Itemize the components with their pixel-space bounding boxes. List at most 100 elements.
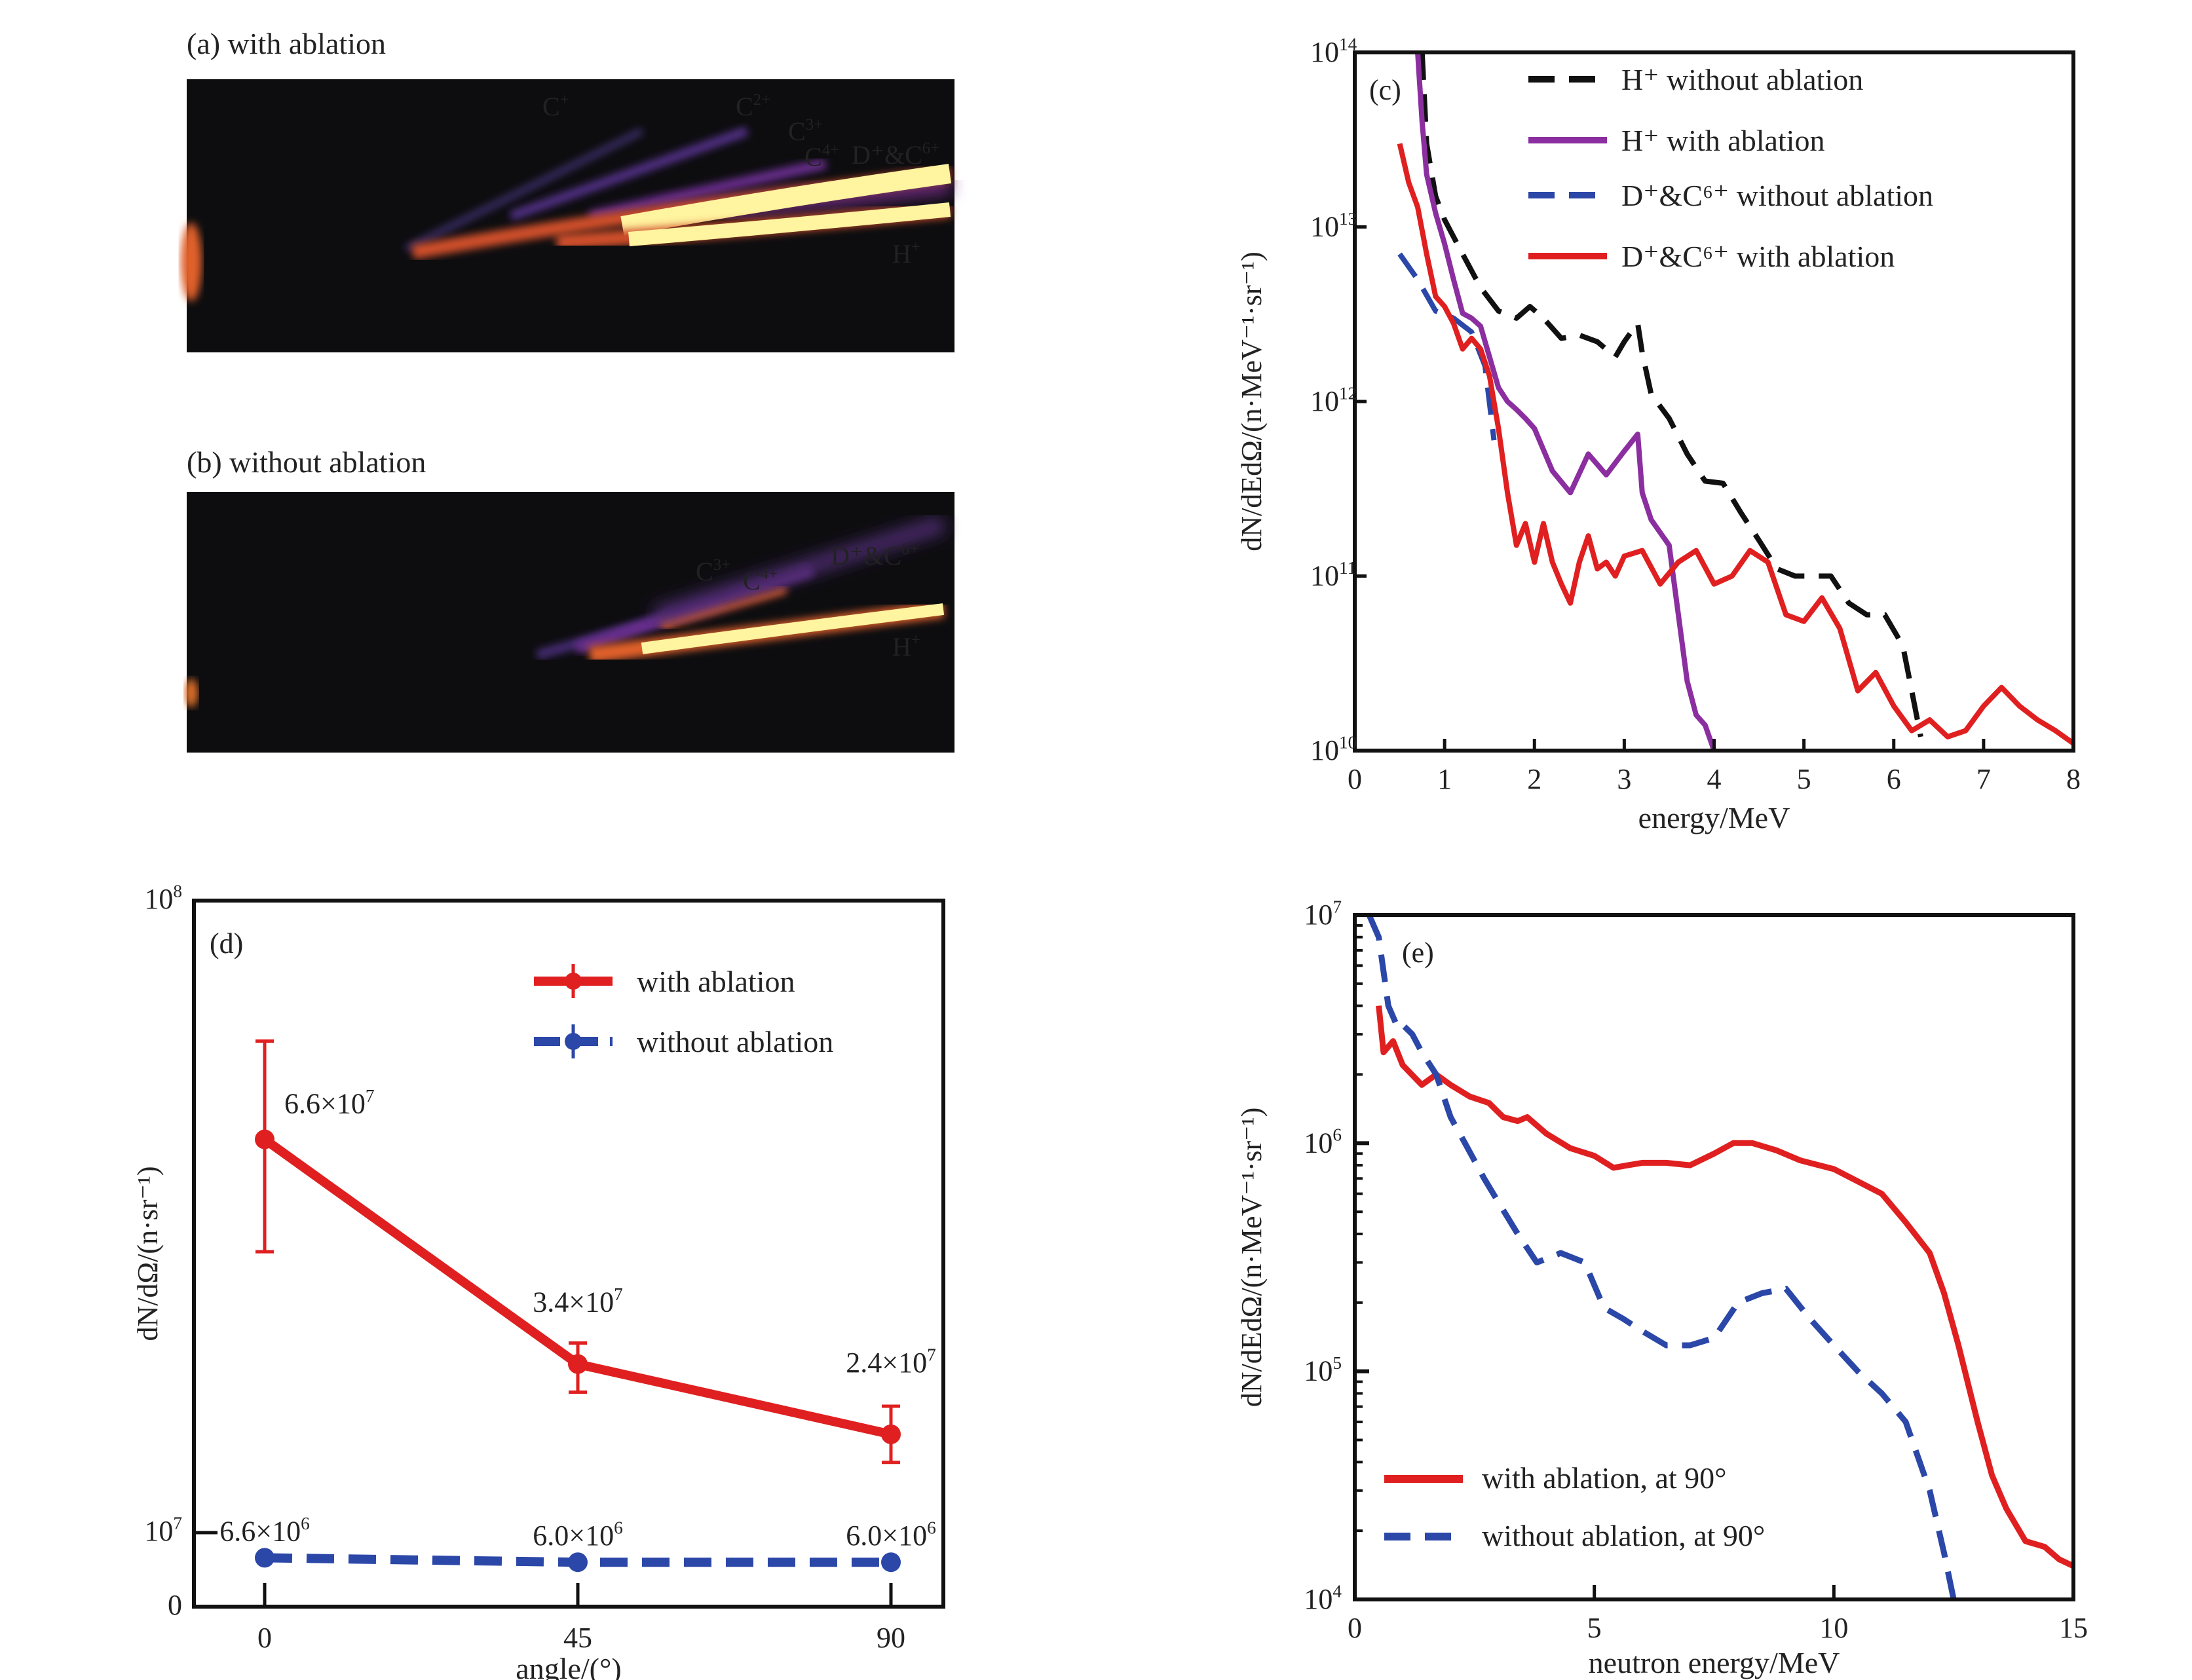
series-line (1376, 1005, 2073, 1569)
data-point (881, 1424, 901, 1444)
trace-c2 (509, 126, 749, 221)
y-tick-label: 108 (144, 881, 182, 915)
x-tick-label: 2 (1527, 763, 1541, 795)
x-tick-label: 7 (1976, 763, 1991, 795)
y-tick-label: 104 (1304, 1581, 1342, 1615)
y-tick-label: 106 (1304, 1125, 1342, 1159)
plot-frame (192, 899, 945, 1609)
annotation-label: H+ (892, 631, 920, 662)
y-tick-label: 1013 (1310, 209, 1357, 243)
chart-e: 0 5 10 15 104 105 106 107 neutron energy/MeV dN/d… (1236, 897, 2088, 1679)
x-tick-label: 45 (563, 1622, 592, 1654)
x-tick-label: 0 (1348, 763, 1362, 795)
legend-label: without ablation, at 90° (1482, 1519, 1765, 1552)
data-label: 2.4×107 (846, 1345, 935, 1379)
chart-c: 0 1 2 3 4 5 6 7 8 1010 1011 1012 1013 1014 energy/MeV d… (1236, 34, 2081, 834)
y-tick-label: 1011 (1310, 558, 1356, 592)
series-without-ablation: 6.6×106 6.0×106 6.0×106 (219, 1514, 936, 1573)
panel-label: (c) (1369, 74, 1401, 106)
legend-label: D⁺&C⁶⁺ without ablation (1621, 179, 1933, 212)
data-label: 6.0×106 (846, 1518, 935, 1552)
data-point (568, 1354, 588, 1374)
data-point (568, 1552, 588, 1573)
trace-h (641, 603, 945, 654)
y-tick-label: 0 (168, 1589, 182, 1621)
data-label: 6.0×106 (533, 1518, 622, 1552)
y-tick-label: 107 (144, 1513, 182, 1547)
y-axis-label: dN/dΩ/(n·sr⁻¹) (132, 1166, 164, 1341)
panel-a-annotations: C+ C2+ C3+C4+ D⁺&C6+ H+ (542, 91, 939, 269)
annotation-label: C4+ (743, 565, 778, 595)
y-axis-label: dN/dEdΩ/(n·MeV⁻¹·sr⁻¹) (1236, 1108, 1268, 1407)
data-label: 6.6×106 (219, 1514, 309, 1548)
annotation-label: C+ (542, 91, 569, 121)
x-tick-label: 6 (1887, 763, 1901, 795)
x-tick-label: 1 (1437, 763, 1452, 795)
series-line (1415, 52, 1717, 751)
target-spot (185, 679, 198, 707)
data-point (881, 1552, 901, 1573)
data-label: 6.6×107 (284, 1086, 374, 1120)
panel-b: (b) without ablation C3+ C4+ D⁺&C6+ H+ (185, 445, 954, 753)
plot-frame (1353, 913, 2075, 1601)
chart-d: 6.6×107 3.4×107 2.4×107 6.6×106 6.0×106 6.0×1… (132, 881, 945, 1680)
x-tick-label: 10 (1819, 1612, 1848, 1644)
panel-label: (d) (210, 927, 243, 960)
trace-d-c6 (652, 515, 946, 624)
x-tick-label: 0 (1348, 1612, 1362, 1644)
y-tick-label: 1010 (1310, 732, 1357, 766)
annotation-label: C2+ (736, 91, 770, 121)
legend-label: H⁺ with ablation (1621, 124, 1824, 157)
x-tick-label: 3 (1617, 763, 1631, 795)
panel-a-traces (181, 126, 952, 301)
panel-a: (a) with ablation C+ C2+ C3+C4+ D⁺&C6+ H+ (181, 27, 954, 352)
y-tick-label: 105 (1304, 1353, 1342, 1387)
series-line (1366, 915, 1957, 1599)
x-axis-label: energy/MeV (1638, 801, 1790, 834)
y-tick-label: 1012 (1310, 383, 1357, 417)
panel-b-title: (b) without ablation (187, 445, 426, 479)
panel-b-annotations: C3+ C4+ D⁺&C6+ H+ (696, 540, 920, 662)
series-group (1397, 52, 2073, 751)
legend-label: with ablation, at 90° (1482, 1461, 1727, 1495)
y-axis-label: dN/dEdΩ/(n·MeV⁻¹·sr⁻¹) (1236, 252, 1268, 551)
x-axis-label: neutron energy/MeV (1589, 1646, 1840, 1679)
trace-c4-bright (660, 586, 787, 629)
legend-label: D⁺&C⁶⁺ with ablation (1621, 240, 1895, 273)
panel-b-traces (185, 515, 946, 707)
x-tick-label: 0 (257, 1622, 272, 1654)
data-point (255, 1129, 274, 1149)
x-tick-label: 15 (2059, 1612, 2088, 1644)
panel-label: (e) (1402, 937, 1434, 969)
legend-label: with ablation (637, 965, 795, 998)
annotation-label: D⁺&C6+ (852, 140, 939, 170)
annotation-label: C4+ (804, 141, 839, 172)
trace-h (628, 202, 951, 246)
trace-c3 (588, 159, 827, 221)
series-with-ablation: 6.6×107 3.4×107 2.4×107 (255, 1039, 936, 1465)
data-point (255, 1548, 274, 1568)
legend-label: H⁺ without ablation (1621, 63, 1863, 96)
series-line (1419, 52, 1923, 737)
series-group (1366, 915, 2073, 1599)
x-axis-label: angle/(°) (516, 1652, 621, 1680)
y-tick-label: 107 (1304, 897, 1342, 931)
panel-a-title: (a) with ablation (187, 27, 386, 60)
data-label: 3.4×107 (533, 1284, 622, 1318)
trace-c1 (404, 128, 644, 252)
x-tick-label: 4 (1707, 763, 1722, 795)
annotation-label: D⁺&C6+ (831, 540, 918, 570)
legend-label: without ablation (637, 1025, 833, 1058)
trace-d-c6 (620, 164, 952, 236)
target-spot (181, 223, 202, 301)
annotation-label: H+ (892, 238, 920, 269)
annotation-label: C3+ (696, 556, 730, 586)
annotation-label: C3+ (788, 116, 823, 146)
y-tick-label: 1014 (1310, 34, 1357, 68)
series-line (1397, 143, 2073, 746)
x-tick-label: 5 (1587, 1612, 1602, 1644)
x-tick-label: 5 (1797, 763, 1811, 795)
x-tick-label: 90 (877, 1622, 905, 1654)
x-tick-label: 8 (2066, 763, 2081, 795)
